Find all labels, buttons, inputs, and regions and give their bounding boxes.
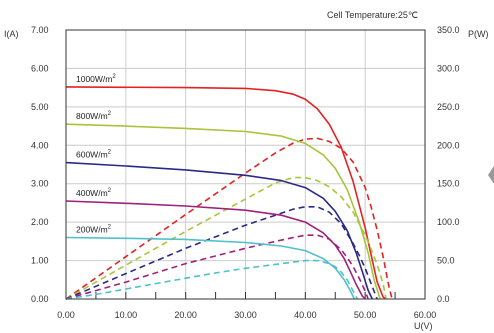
series-label: 1000W/m2 <box>76 74 116 84</box>
series-label-sup: 2 <box>112 74 116 80</box>
power-line <box>65 234 369 300</box>
series-label-sup: 2 <box>108 188 112 194</box>
side-arrow-icon <box>488 166 494 184</box>
cell-temperature-label: Cell Temperature:25℃ <box>327 10 418 20</box>
series-label-sup: 2 <box>108 225 112 231</box>
current-line <box>65 123 381 300</box>
power-line <box>65 137 393 300</box>
current-line <box>65 161 374 300</box>
series-label-name: 1000W/m <box>76 74 112 84</box>
plot-frame <box>65 29 426 300</box>
series-label: 400W/m2 <box>76 188 112 198</box>
y-left-tick-label: 6.00 <box>31 63 49 73</box>
y-left-tick-label: 4.00 <box>31 140 49 150</box>
series-label-name: 200W/m <box>76 225 108 235</box>
x-tick-label: 40.00 <box>294 310 317 320</box>
x-tick-label: 30.00 <box>234 310 257 320</box>
power-line <box>65 259 359 300</box>
x-tick-label: 20.00 <box>174 310 197 320</box>
current-line <box>65 200 366 300</box>
y-right-tick-label: 50.0 <box>437 256 455 266</box>
x-tick-label: 50.00 <box>354 310 377 320</box>
series-label: 800W/m2 <box>76 111 112 121</box>
y-right-tick-label: 200.0 <box>437 140 460 150</box>
x-tick-label: 10.00 <box>115 310 138 320</box>
y-right-tick-label: 100.0 <box>437 217 460 227</box>
series-label-sup: 2 <box>108 111 112 117</box>
y-right-tick-label: 0.0 <box>437 294 450 304</box>
series-label: 200W/m2 <box>76 225 112 235</box>
series-label: 600W/m2 <box>76 150 112 160</box>
y-left-tick-label: 1.00 <box>31 256 49 266</box>
y-right-tick-label: 300.0 <box>437 63 460 73</box>
power-line <box>65 176 387 300</box>
x-tick-label: 60.00 <box>414 310 437 320</box>
x-tick-label: 0.00 <box>57 310 75 320</box>
power-line <box>65 206 378 300</box>
x-axis-unit: U(V) <box>414 321 433 331</box>
y-left-tick-label: 3.00 <box>31 179 49 189</box>
y-left-tick-label: 7.00 <box>31 25 49 35</box>
y-left-tick-label: 2.00 <box>31 217 49 227</box>
grid <box>65 29 426 300</box>
y-right-tick-label: 250.0 <box>437 102 460 112</box>
current-line <box>65 236 356 300</box>
series-label-name: 400W/m <box>76 188 108 198</box>
y-right-tick-label: 150.0 <box>437 179 460 189</box>
series-group <box>65 86 393 300</box>
series-label-sup: 2 <box>108 150 112 156</box>
current-line <box>65 86 387 300</box>
y-right-tick-label: 350.0 <box>437 25 460 35</box>
y-left-tick-label: 0.00 <box>31 294 49 304</box>
y-left-tick-label: 5.00 <box>31 102 49 112</box>
series-label-name: 600W/m <box>76 150 108 160</box>
tick-labels: 0.00 1.00 2.00 3.00 4.00 5.00 6.00 7.00 0.0 50.0 1… <box>31 25 460 320</box>
left-axis-unit: I(A) <box>4 29 19 39</box>
right-axis-unit: P(W) <box>468 29 489 39</box>
series-label-name: 800W/m <box>76 111 108 121</box>
